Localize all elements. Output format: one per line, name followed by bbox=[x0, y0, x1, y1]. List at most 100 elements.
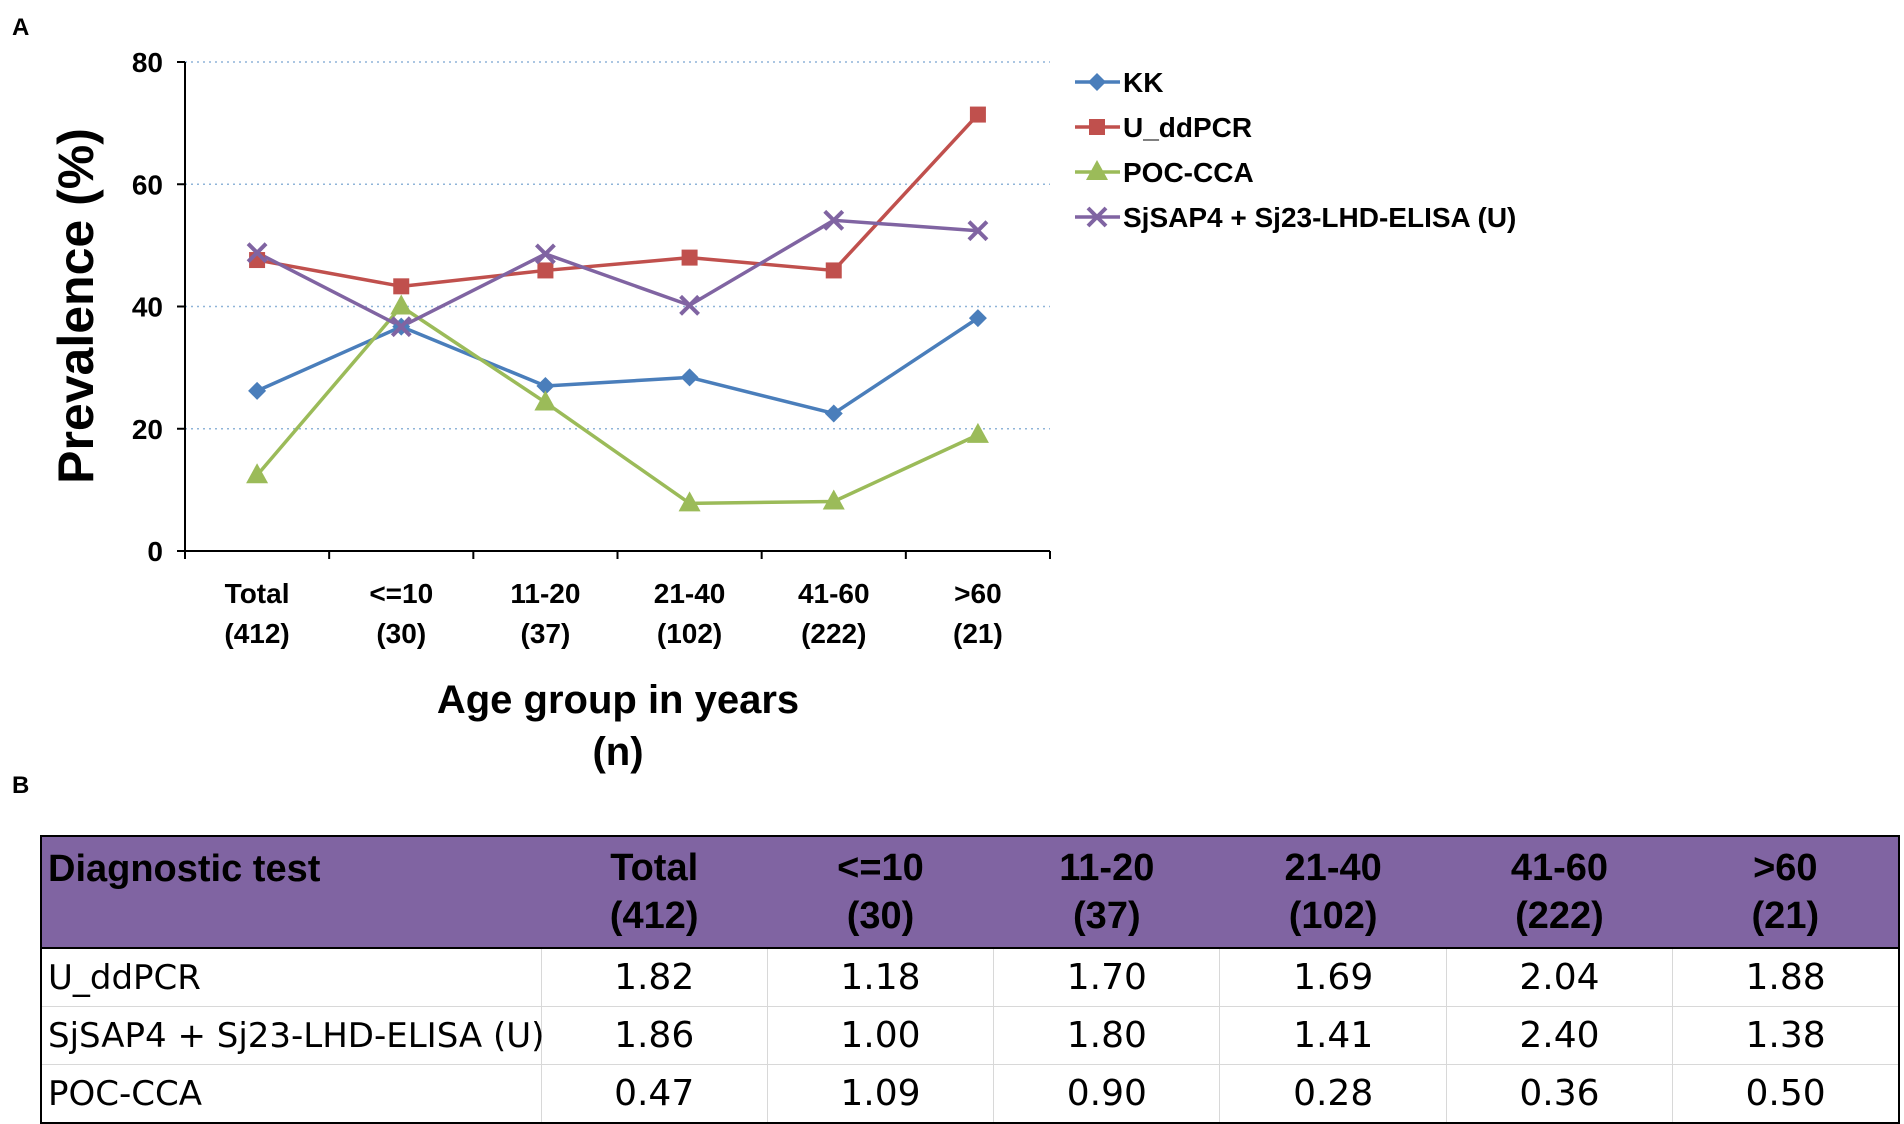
table-cell: 1.00 bbox=[767, 1006, 995, 1065]
data-point bbox=[246, 242, 268, 264]
table-cell: 0.36 bbox=[1446, 1064, 1674, 1124]
table-cell: 1.69 bbox=[1219, 948, 1447, 1007]
table-cell: 1.09 bbox=[767, 1064, 995, 1124]
data-point bbox=[825, 262, 842, 279]
x-tick-n-label: (222) bbox=[801, 618, 866, 649]
header-label: Total bbox=[610, 847, 699, 889]
header-col-3: 11-20 (37) bbox=[993, 835, 1220, 949]
x-tick-label: 11-20 bbox=[510, 578, 580, 609]
data-point bbox=[248, 381, 267, 400]
x-tick-label: 41-60 bbox=[798, 578, 870, 609]
x-tick-n-label: (21) bbox=[953, 618, 1003, 649]
table-cell: 0.28 bbox=[1219, 1064, 1447, 1124]
x-tick-label: Total bbox=[225, 578, 290, 609]
y-tick-label: 0 bbox=[147, 536, 163, 567]
data-point bbox=[535, 243, 556, 265]
series-line-0 bbox=[256, 316, 979, 416]
header-diagnostic-test: Diagnostic test bbox=[40, 835, 541, 949]
header-col-4: 21-40 (102) bbox=[1219, 835, 1447, 949]
data-point bbox=[968, 309, 987, 328]
legend-label: POC-CCA bbox=[1123, 157, 1254, 188]
table-row: POC-CCA 0.47 1.09 0.90 0.28 0.36 0.50 bbox=[40, 1064, 1901, 1124]
header-col-1: Total (412) bbox=[541, 835, 768, 949]
data-point bbox=[678, 491, 701, 512]
data-point bbox=[966, 422, 989, 443]
diagnostic-test-table: Diagnostic test Total (412) <=10 (30) 11-20 (3… bbox=[40, 835, 1901, 1124]
y-tick-label: 80 bbox=[132, 47, 163, 78]
header-col-5: 41-60 (222) bbox=[1446, 835, 1673, 949]
table-cell: 1.18 bbox=[767, 948, 995, 1007]
series-line-3 bbox=[256, 218, 979, 329]
table-row: SjSAP4 + Sj23-LHD-ELISA (U) 1.86 1.00 1.80 1… bbox=[40, 1006, 1901, 1065]
table-cell: 0.50 bbox=[1672, 1064, 1901, 1124]
data-point bbox=[246, 463, 269, 484]
row-test-name: SjSAP4 + Sj23-LHD-ELISA (U) bbox=[40, 1006, 544, 1065]
x-tick-label: <=10 bbox=[369, 578, 433, 609]
x-tick-n-label: (37) bbox=[521, 618, 571, 649]
legend-label: U_ddPCR bbox=[1123, 112, 1252, 143]
data-point bbox=[390, 294, 413, 315]
prevalence-line-chart: 0 20 40 60 80 Total (412) <=10 (30) 11-20 (37) 21-4… bbox=[48, 47, 1516, 774]
y-tick-label: 40 bbox=[132, 292, 163, 323]
y-tick-label: 60 bbox=[132, 169, 163, 200]
header-label: Diagnostic test bbox=[48, 848, 321, 890]
x-tick-label: >60 bbox=[954, 578, 1002, 609]
series-line-1 bbox=[256, 113, 980, 289]
data-point bbox=[680, 368, 699, 387]
header-col-6: >60 (21) bbox=[1672, 835, 1901, 949]
table-header-row: Diagnostic test Total (412) <=10 (30) 11-20 (3… bbox=[40, 835, 1901, 949]
data-point bbox=[393, 278, 410, 295]
table-cell: 1.82 bbox=[541, 948, 768, 1007]
table-cell: 1.70 bbox=[993, 948, 1221, 1007]
legend-marker bbox=[1086, 160, 1108, 180]
header-label: >60 bbox=[1753, 847, 1818, 889]
header-n: (21) bbox=[1751, 895, 1820, 937]
table-cell: 1.86 bbox=[541, 1006, 768, 1065]
header-n: (222) bbox=[1515, 895, 1604, 937]
legend-label: SjSAP4 + Sj23-LHD-ELISA (U) bbox=[1123, 202, 1516, 233]
data-point bbox=[537, 262, 554, 279]
header-label: 11-20 bbox=[1059, 847, 1155, 889]
row-test-name: U_ddPCR bbox=[40, 948, 542, 1007]
data-point bbox=[390, 316, 412, 338]
header-label: <=10 bbox=[837, 847, 924, 889]
legend-label: KK bbox=[1123, 67, 1163, 98]
table-cell: 0.47 bbox=[541, 1064, 768, 1124]
data-point bbox=[822, 489, 845, 510]
x-tick-n-label: (412) bbox=[224, 618, 289, 649]
table-row: U_ddPCR 1.82 1.18 1.70 1.69 2.04 1.88 bbox=[40, 948, 1901, 1007]
legend-marker bbox=[1088, 73, 1106, 91]
header-n: (30) bbox=[846, 895, 915, 937]
table-cell: 2.04 bbox=[1446, 948, 1674, 1007]
y-tick-label: 20 bbox=[132, 414, 163, 445]
data-point bbox=[967, 220, 989, 242]
data-point bbox=[679, 294, 700, 316]
table-cell: 0.90 bbox=[993, 1064, 1221, 1124]
series-line-2 bbox=[255, 304, 979, 506]
panel-b-label: B bbox=[12, 772, 30, 799]
x-axis-title: Age group in years bbox=[437, 678, 799, 722]
y-axis-title: Prevalence (%) bbox=[48, 128, 104, 484]
panel-a-label: A bbox=[12, 14, 30, 41]
table-cell: 1.80 bbox=[993, 1006, 1221, 1065]
table-cell: 1.38 bbox=[1672, 1006, 1901, 1065]
x-tick-label: 21-40 bbox=[654, 578, 726, 609]
data-point bbox=[823, 209, 845, 231]
table-cell: 2.40 bbox=[1446, 1006, 1674, 1065]
table-cell: 1.88 bbox=[1672, 948, 1901, 1007]
data-point bbox=[534, 390, 557, 411]
x-tick-n-label: (102) bbox=[657, 618, 722, 649]
legend-marker bbox=[1089, 119, 1105, 135]
header-n: (102) bbox=[1288, 895, 1378, 937]
header-label: 21-40 bbox=[1284, 847, 1382, 889]
legend-marker bbox=[1086, 206, 1108, 228]
header-col-2: <=10 (30) bbox=[767, 835, 994, 949]
table-body: U_ddPCR 1.82 1.18 1.70 1.69 2.04 1.88 SjSAP4 + … bbox=[40, 948, 1901, 1124]
row-test-name: POC-CCA bbox=[40, 1064, 542, 1124]
header-n: (412) bbox=[609, 895, 699, 937]
diagnostic-test-table-wrap: Diagnostic test Total (412) <=10 (30) 11-20 (3… bbox=[40, 835, 1901, 1124]
data-point bbox=[824, 404, 843, 423]
table-cell: 1.41 bbox=[1219, 1006, 1447, 1065]
x-tick-n-label: (30) bbox=[376, 618, 426, 649]
data-point bbox=[536, 376, 555, 395]
